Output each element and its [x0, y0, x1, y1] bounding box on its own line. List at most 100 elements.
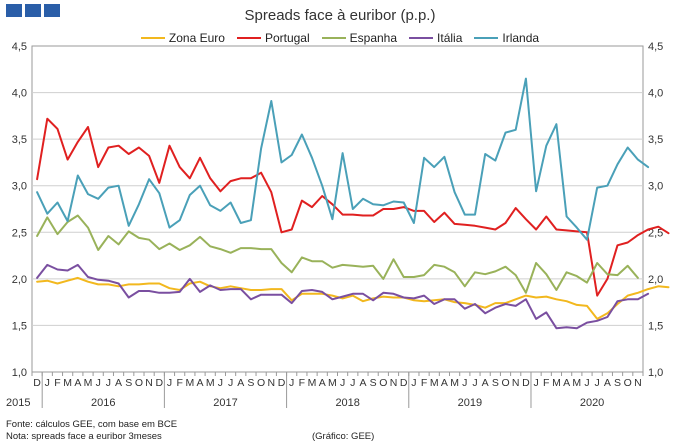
- legend-item: Espanha: [321, 31, 398, 45]
- month-tick-label: A: [319, 377, 326, 389]
- month-tick-label: D: [400, 377, 408, 389]
- month-tick-label: M: [430, 377, 439, 389]
- month-tick-label: J: [411, 377, 416, 389]
- month-tick-label: J: [289, 377, 294, 389]
- month-tick-label: J: [584, 377, 589, 389]
- month-tick-label: O: [257, 377, 265, 389]
- month-tick-label: F: [543, 377, 549, 389]
- month-tick-label: F: [176, 377, 182, 389]
- month-tick-label: A: [563, 377, 570, 389]
- month-tick-label: J: [350, 377, 355, 389]
- month-tick-label: J: [45, 377, 50, 389]
- month-tick-label: N: [145, 377, 153, 389]
- legend-swatch: [474, 37, 499, 39]
- month-tick-label: J: [167, 377, 172, 389]
- year-label: 2016: [91, 397, 115, 409]
- month-tick-label: A: [359, 377, 366, 389]
- month-tick-label: S: [370, 377, 377, 389]
- month-tick-label: A: [441, 377, 448, 389]
- month-tick-label: M: [328, 377, 337, 389]
- month-tick-label: A: [197, 377, 204, 389]
- y-tick-label-right: 2,5: [648, 227, 663, 239]
- legend-item: Zona Euro: [140, 31, 225, 45]
- brand-logo-block: [25, 4, 41, 17]
- month-tick-label: A: [482, 377, 489, 389]
- month-tick-label: J: [340, 377, 345, 389]
- legend-swatch: [321, 37, 346, 39]
- legend-label: Espanha: [349, 31, 398, 45]
- series-line-portugal: [36, 117, 670, 297]
- month-tick-label: D: [278, 377, 286, 389]
- month-tick-label: N: [268, 377, 276, 389]
- year-label: 2019: [458, 397, 482, 409]
- y-tick-label-left: 2,0: [12, 274, 27, 286]
- month-tick-label: S: [247, 377, 254, 389]
- month-tick-label: J: [595, 377, 600, 389]
- series-line-espanha: [36, 214, 639, 294]
- y-tick-label-left: 4,5: [12, 41, 27, 53]
- month-tick-label: A: [237, 377, 244, 389]
- brand-logo-block: [44, 4, 60, 17]
- month-tick-label: F: [421, 377, 427, 389]
- series-line-irlanda: [36, 77, 650, 241]
- month-tick-label: J: [96, 377, 101, 389]
- month-tick-label: S: [492, 377, 499, 389]
- month-tick-label: F: [299, 377, 305, 389]
- month-tick-label: D: [155, 377, 163, 389]
- month-tick-label: M: [572, 377, 581, 389]
- series-line-italia: [36, 263, 650, 330]
- legend-label: Zona Euro: [168, 31, 225, 45]
- legend-item: Irlanda: [474, 31, 539, 45]
- month-tick-label: M: [450, 377, 459, 389]
- month-tick-label: J: [228, 377, 233, 389]
- month-tick-label: M: [84, 377, 93, 389]
- legend-swatch: [236, 37, 261, 39]
- month-tick-label: O: [379, 377, 387, 389]
- y-tick-label-left: 2,5: [12, 227, 27, 239]
- chart-credit: (Gráfico: GEE): [312, 431, 375, 442]
- month-tick-label: O: [501, 377, 509, 389]
- y-tick-label-left: 1,0: [12, 367, 27, 379]
- month-tick-label: A: [115, 377, 122, 389]
- month-tick-label: M: [552, 377, 561, 389]
- month-tick-label: F: [54, 377, 60, 389]
- legend-swatch: [409, 37, 434, 39]
- y-tick-label-right: 2,0: [648, 274, 663, 286]
- month-tick-label: M: [63, 377, 72, 389]
- y-tick-label-right: 3,0: [648, 181, 663, 193]
- source-note: Fonte: cálculos GEE, com base em BCE: [6, 419, 178, 430]
- y-tick-label-right: 4,0: [648, 88, 663, 100]
- month-tick-label: N: [512, 377, 520, 389]
- chart-title: Spreads face à euribor (p.p.): [244, 7, 436, 24]
- legend-label: Itália: [437, 31, 463, 45]
- month-tick-label: S: [125, 377, 132, 389]
- footnote: Nota: spreads face a euribor 3meses: [6, 431, 162, 442]
- month-tick-label: M: [308, 377, 317, 389]
- chart-legend: Zona Euro Portugal Espanha Itália Irlanda: [0, 31, 680, 45]
- y-tick-label-right: 4,5: [648, 41, 663, 53]
- month-tick-label: J: [472, 377, 477, 389]
- series-line-zona-euro: [36, 276, 670, 320]
- month-tick-label: M: [185, 377, 194, 389]
- brand-logo-block: [6, 4, 22, 17]
- month-tick-label: J: [462, 377, 467, 389]
- legend-item: Itália: [409, 31, 462, 45]
- legend-item: Portugal: [236, 31, 310, 45]
- month-tick-label: J: [218, 377, 223, 389]
- month-tick-label: S: [614, 377, 621, 389]
- month-tick-label: D: [33, 377, 41, 389]
- legend-swatch: [140, 37, 165, 39]
- y-tick-label-left: 3,0: [12, 181, 27, 193]
- month-tick-label: N: [634, 377, 642, 389]
- legend-label: Irlanda: [502, 31, 540, 45]
- y-tick-label-left: 4,0: [12, 88, 27, 100]
- y-tick-label-right: 3,5: [648, 134, 663, 146]
- month-tick-label: O: [135, 377, 143, 389]
- legend-label: Portugal: [264, 31, 310, 45]
- y-tick-label-right: 1,0: [648, 367, 663, 379]
- month-tick-label: O: [624, 377, 632, 389]
- y-tick-label-right: 1,5: [648, 320, 663, 332]
- year-label: 2017: [213, 397, 237, 409]
- month-tick-label: J: [533, 377, 538, 389]
